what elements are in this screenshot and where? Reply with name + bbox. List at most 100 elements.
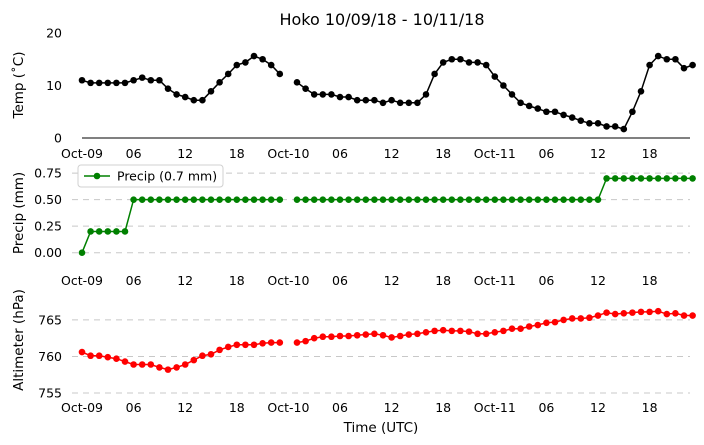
data-point bbox=[362, 96, 370, 104]
data-point bbox=[181, 196, 189, 203]
data-point bbox=[594, 312, 602, 319]
data-point bbox=[267, 196, 275, 203]
data-point bbox=[620, 125, 628, 133]
data-point bbox=[637, 308, 645, 316]
data-point bbox=[646, 308, 653, 316]
data-point bbox=[482, 61, 490, 69]
data-point bbox=[310, 196, 318, 203]
data-point bbox=[594, 196, 602, 203]
y-axis-label: Temp (˚C) bbox=[10, 52, 27, 120]
x-tick-label: 18 bbox=[229, 400, 245, 415]
data-point bbox=[353, 96, 361, 104]
data-point bbox=[646, 61, 653, 69]
x-tick-label: Oct-09 bbox=[61, 400, 103, 415]
data-point bbox=[319, 196, 327, 203]
x-tick-label: Oct-10 bbox=[267, 146, 309, 161]
data-point bbox=[302, 85, 309, 92]
data-point bbox=[620, 175, 628, 182]
data-point bbox=[439, 326, 447, 334]
data-point bbox=[629, 309, 636, 316]
data-point bbox=[422, 329, 430, 336]
data-point bbox=[147, 196, 155, 203]
data-point bbox=[500, 327, 507, 335]
x-tick-label: 18 bbox=[435, 146, 451, 161]
data-point bbox=[87, 79, 94, 87]
data-point bbox=[405, 331, 413, 338]
data-point bbox=[121, 79, 129, 87]
data-point bbox=[345, 332, 352, 340]
data-point bbox=[328, 333, 335, 341]
data-point bbox=[534, 321, 542, 329]
data-point bbox=[190, 96, 198, 104]
x-tick-label: 06 bbox=[538, 273, 554, 288]
data-point bbox=[216, 196, 223, 203]
data-point bbox=[431, 70, 438, 78]
data-point bbox=[405, 196, 413, 203]
data-point bbox=[345, 196, 352, 203]
data-point bbox=[130, 196, 137, 203]
data-point bbox=[508, 196, 516, 203]
data-point bbox=[216, 79, 223, 86]
data-point bbox=[336, 196, 344, 203]
data-point bbox=[422, 91, 430, 98]
data-point bbox=[353, 331, 361, 339]
x-tick-label: 18 bbox=[435, 400, 451, 415]
data-point bbox=[78, 348, 86, 356]
data-point bbox=[95, 79, 103, 87]
data-point bbox=[156, 76, 163, 84]
data-point bbox=[138, 196, 146, 203]
panel-2: 0.00 0.25 0.50 0.75 Precip (mm) Oct-09 06 12 18 O… bbox=[11, 164, 696, 288]
data-point bbox=[207, 196, 215, 203]
data-point bbox=[233, 61, 241, 69]
x-tick-label: Oct-10 bbox=[267, 400, 309, 415]
data-point bbox=[689, 175, 696, 182]
data-point bbox=[173, 196, 180, 203]
data-point bbox=[663, 310, 671, 318]
x-tick-label: 12 bbox=[384, 146, 400, 161]
x-tick-label: 18 bbox=[435, 273, 451, 288]
data-point bbox=[672, 55, 679, 63]
data-point bbox=[336, 93, 344, 101]
data-point bbox=[216, 346, 223, 354]
data-point bbox=[577, 196, 585, 203]
data-point bbox=[551, 108, 559, 116]
data-point bbox=[680, 312, 688, 319]
data-point bbox=[500, 196, 507, 203]
data-point bbox=[689, 312, 696, 319]
data-point bbox=[654, 175, 662, 182]
data-point bbox=[603, 309, 610, 316]
x-tick-label: Oct-11 bbox=[474, 400, 516, 415]
x-tick-label: 06 bbox=[332, 273, 348, 288]
data-point bbox=[379, 331, 387, 339]
data-point bbox=[371, 330, 378, 338]
data-point bbox=[362, 331, 370, 338]
data-point bbox=[663, 175, 671, 182]
data-point bbox=[534, 105, 542, 112]
data-point bbox=[431, 196, 438, 203]
data-point bbox=[293, 196, 301, 203]
data-point bbox=[276, 70, 284, 78]
data-point bbox=[328, 91, 335, 98]
data-point bbox=[474, 196, 481, 203]
data-point bbox=[104, 228, 112, 235]
x-tick-label: 06 bbox=[126, 273, 142, 288]
x-tick-label: 18 bbox=[642, 273, 658, 288]
data-point bbox=[173, 364, 180, 371]
x-tick-label: 12 bbox=[590, 273, 606, 288]
data-point bbox=[302, 196, 309, 203]
data-point bbox=[603, 123, 610, 130]
data-point bbox=[207, 87, 215, 95]
data-point bbox=[439, 59, 447, 66]
data-point bbox=[250, 341, 258, 349]
legend-marker bbox=[93, 172, 101, 180]
data-point bbox=[500, 82, 507, 89]
data-point bbox=[629, 108, 636, 116]
data-point bbox=[396, 332, 404, 340]
data-point bbox=[319, 333, 327, 341]
x-tick-label: 06 bbox=[332, 146, 348, 161]
x-axis-label: Time (UTC) bbox=[343, 420, 419, 436]
data-point bbox=[362, 196, 370, 203]
x-tick-label: Oct-09 bbox=[61, 273, 103, 288]
y-axis-label: Altimeter (hPa) bbox=[11, 289, 27, 391]
x-tick-label: 18 bbox=[229, 273, 245, 288]
